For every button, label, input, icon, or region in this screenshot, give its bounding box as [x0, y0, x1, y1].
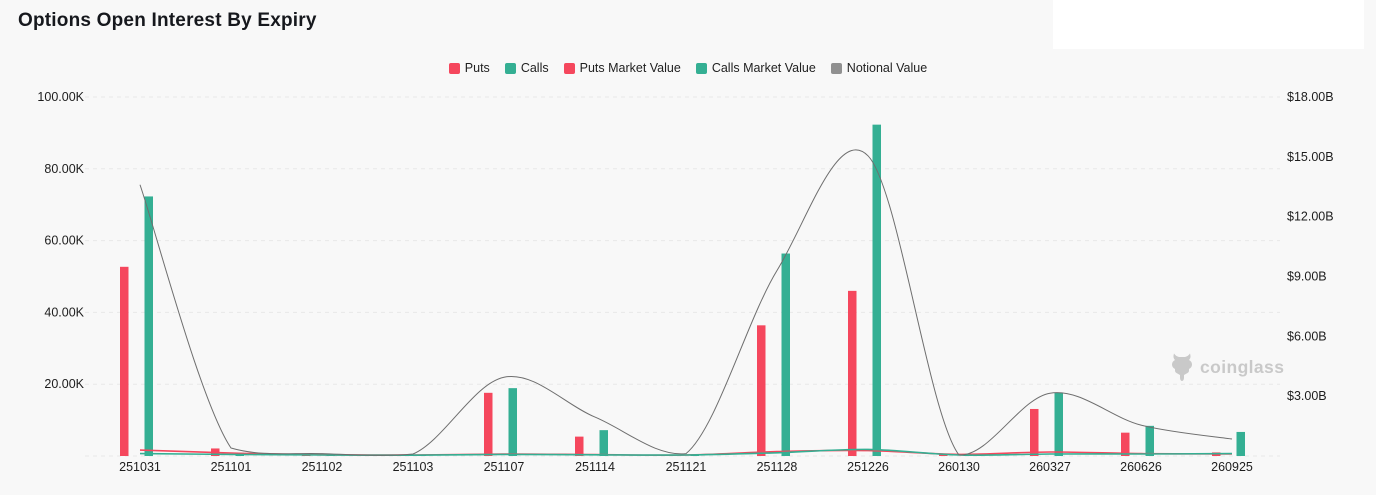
bar-puts-251114[interactable] — [575, 436, 584, 456]
bar-puts-260626[interactable] — [1121, 432, 1130, 456]
page-title: Options Open Interest By Expiry — [18, 10, 317, 31]
legend-label: Puts Market Value — [579, 61, 681, 75]
bar-calls-251128[interactable] — [781, 253, 791, 456]
right-axis-tick: $18.00B — [1287, 90, 1334, 104]
x-axis-label-251114: 251114 — [575, 460, 615, 474]
left-axis-tick: 20.00K — [44, 377, 84, 391]
bar-puts-260327[interactable] — [1030, 408, 1039, 456]
x-axis-label-251102: 251102 — [302, 460, 343, 474]
bar-puts-251107[interactable] — [484, 392, 493, 456]
left-axis-tick: 60.00K — [44, 234, 84, 248]
left-axis-tick: 100.00K — [37, 90, 84, 104]
x-axis-label-251103: 251103 — [393, 460, 434, 474]
bar-calls-251226[interactable] — [872, 124, 882, 456]
right-axis-tick: $9.00B — [1287, 270, 1327, 284]
bar-series-calls — [144, 124, 1246, 456]
legend-label: Puts — [464, 61, 490, 75]
left-axis-tick: 40.00K — [44, 305, 84, 319]
gridlines — [85, 96, 1280, 457]
chart-legend: Puts Calls Puts Market Value Calls Marke… — [0, 61, 1376, 75]
bar-puts-251031[interactable] — [120, 266, 129, 456]
legend-label: Calls Market Value — [711, 61, 816, 75]
x-axis-label-251121: 251121 — [666, 460, 707, 474]
legend-item-calls[interactable]: Calls — [504, 61, 549, 75]
calls-swatch-icon — [504, 62, 516, 74]
bar-calls-260925[interactable] — [1236, 431, 1246, 456]
right-axis-tick: $15.00B — [1287, 150, 1334, 164]
bar-calls-260327[interactable] — [1054, 392, 1064, 456]
top-right-panel — [1053, 0, 1364, 49]
right-axis-tick: $6.00B — [1287, 329, 1327, 343]
x-axis-label-251107: 251107 — [484, 460, 525, 474]
left-axis-labels: 100.00K 80.00K 60.00K 40.00K 20.00K — [37, 90, 84, 391]
legend-item-puts[interactable]: Puts — [448, 61, 490, 75]
bar-puts-251128[interactable] — [757, 325, 766, 456]
line-notional-value[interactable] — [139, 149, 1233, 456]
right-axis-tick: $3.00B — [1287, 389, 1327, 403]
legend-item-notional-value[interactable]: Notional Value — [830, 61, 928, 75]
watermark-text: coinglass — [1200, 357, 1285, 377]
legend-label: Calls — [520, 61, 549, 75]
bar-calls-260626[interactable] — [1145, 425, 1155, 456]
legend-item-puts-market-value[interactable]: Puts Market Value — [563, 61, 681, 75]
notional-value-swatch-icon — [830, 62, 842, 74]
x-axis-label-260327: 260327 — [1029, 460, 1071, 474]
x-axis-label-260130: 260130 — [938, 460, 980, 474]
line-calls-market-value[interactable] — [139, 448, 1233, 457]
right-axis-labels: $18.00B $15.00B $12.00B $9.00B $6.00B $3.00B — [1287, 90, 1334, 403]
x-axis-label-251031: 251031 — [119, 460, 161, 474]
x-axis-labels: 251031 251101 251102 251103 251107 251114 2511… — [119, 460, 1253, 474]
bar-calls-251031[interactable] — [144, 196, 154, 456]
right-axis-tick: $12.00B — [1287, 210, 1334, 224]
puts-market-value-swatch-icon — [563, 62, 575, 74]
x-axis-label-251128: 251128 — [757, 460, 798, 474]
x-axis-label-260626: 260626 — [1120, 460, 1162, 474]
bar-puts-260130[interactable] — [939, 454, 948, 456]
coinglass-watermark: coinglass — [1170, 353, 1284, 382]
x-axis-label-251101: 251101 — [211, 460, 252, 474]
left-axis-tick: 80.00K — [44, 162, 84, 176]
puts-swatch-icon — [448, 62, 460, 74]
x-axis-label-260925: 260925 — [1211, 460, 1253, 474]
legend-item-calls-market-value[interactable]: Calls Market Value — [695, 61, 816, 75]
bar-puts-251226[interactable] — [848, 290, 857, 456]
coinglass-bull-icon — [1172, 353, 1192, 381]
legend-label: Notional Value — [846, 61, 928, 75]
bar-calls-251114[interactable] — [599, 430, 609, 456]
x-axis-label-251226: 251226 — [847, 460, 889, 474]
calls-market-value-swatch-icon — [695, 62, 707, 74]
bar-calls-251107[interactable] — [508, 388, 518, 456]
